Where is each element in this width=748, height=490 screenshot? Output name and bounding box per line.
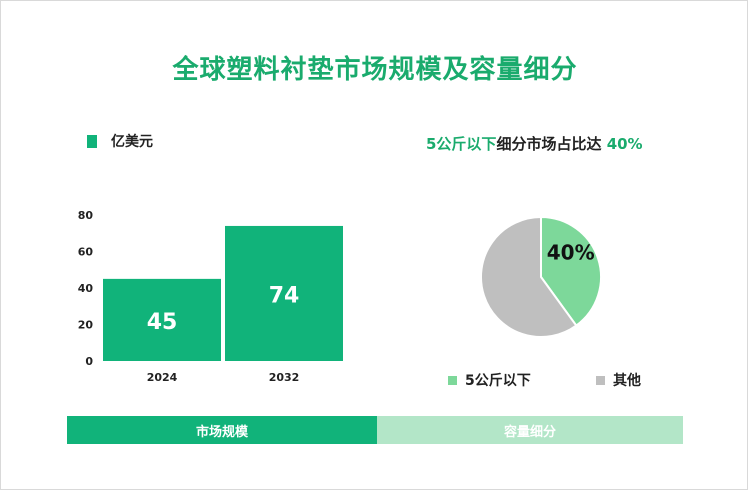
tab-capacity-segment[interactable]: 容量细分 xyxy=(377,416,683,444)
pie-headline-middle: 细分市场占比达 xyxy=(496,135,602,153)
tab-market-size[interactable]: 市场规模 xyxy=(67,416,377,444)
bar-value-label: 45 xyxy=(147,310,178,335)
pie-legend-item-other: 其他 xyxy=(596,370,641,390)
pie-legend-label-other: 其他 xyxy=(613,373,641,389)
bar-legend: 亿美元 xyxy=(87,131,153,151)
pie-data-label: 40% xyxy=(547,240,595,264)
x-tick-label: 2024 xyxy=(147,371,178,384)
pie-legend-label-main: 5公斤以下 xyxy=(465,373,531,389)
y-tick-label: 60 xyxy=(78,246,94,259)
bar xyxy=(225,225,343,361)
y-tick-label: 40 xyxy=(78,282,94,295)
bar-value-label: 74 xyxy=(269,283,300,308)
y-tick-label: 20 xyxy=(78,319,94,332)
pie-headline-highlight: 5公斤以下 xyxy=(426,135,497,153)
pie-legend-item-main: 5公斤以下 xyxy=(448,370,531,390)
pie-headline-value: 40% xyxy=(606,135,643,153)
pie-legend-swatch-other xyxy=(596,375,605,385)
bar-legend-swatch xyxy=(87,134,97,148)
x-tick-label: 2032 xyxy=(269,371,300,384)
bottom-tab-bar: 市场规模 容量细分 xyxy=(67,416,683,444)
bar-chart: 0 20 40 60 80 45 2024 74 2032 xyxy=(78,209,343,384)
pie-slice xyxy=(540,215,602,327)
pie-chart: 40% xyxy=(480,215,602,338)
pie-headline: 5公斤以下细分市场占比达 40% xyxy=(426,133,643,154)
y-tick-label: 0 xyxy=(85,355,93,368)
bar-legend-label: 亿美元 xyxy=(111,134,153,150)
bar xyxy=(103,278,221,361)
pie-slice xyxy=(480,215,578,338)
pie-legend-swatch-main xyxy=(448,375,457,385)
y-tick-label: 80 xyxy=(78,209,94,222)
page-title: 全球塑料衬垫市场规模及容量细分 xyxy=(172,55,578,85)
